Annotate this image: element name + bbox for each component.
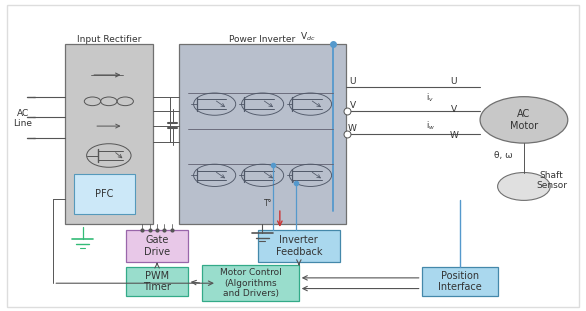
FancyBboxPatch shape bbox=[202, 265, 299, 301]
FancyBboxPatch shape bbox=[179, 44, 346, 224]
FancyBboxPatch shape bbox=[127, 267, 188, 296]
Text: PWM
Timer: PWM Timer bbox=[143, 271, 171, 292]
Text: W: W bbox=[348, 124, 357, 133]
Text: AC
Motor: AC Motor bbox=[510, 109, 538, 131]
Text: Power Inverter: Power Inverter bbox=[229, 35, 295, 44]
Text: i$_v$: i$_v$ bbox=[427, 92, 434, 104]
Text: W: W bbox=[449, 131, 458, 140]
FancyBboxPatch shape bbox=[65, 44, 153, 224]
FancyBboxPatch shape bbox=[258, 230, 340, 262]
Text: V$_{dc}$: V$_{dc}$ bbox=[300, 30, 315, 43]
Text: T°: T° bbox=[264, 199, 272, 208]
Text: V: V bbox=[451, 104, 457, 114]
Text: Inverter
Feedback: Inverter Feedback bbox=[275, 235, 322, 257]
Text: Shaft
Sensor: Shaft Sensor bbox=[536, 170, 567, 190]
Text: AC
Line: AC Line bbox=[13, 109, 32, 128]
Text: U: U bbox=[349, 77, 356, 86]
Text: θ, ω: θ, ω bbox=[494, 151, 513, 160]
FancyBboxPatch shape bbox=[421, 267, 498, 296]
Circle shape bbox=[498, 173, 550, 200]
Text: U: U bbox=[451, 77, 457, 86]
Circle shape bbox=[480, 97, 568, 143]
FancyBboxPatch shape bbox=[74, 174, 135, 214]
Text: Gate
Drive: Gate Drive bbox=[144, 235, 170, 257]
Text: PFC: PFC bbox=[96, 189, 114, 199]
Text: i$_w$: i$_w$ bbox=[426, 120, 435, 132]
FancyBboxPatch shape bbox=[6, 5, 580, 307]
FancyBboxPatch shape bbox=[127, 230, 188, 262]
Text: Input Rectifier: Input Rectifier bbox=[77, 35, 141, 44]
Text: Motor Control
(Algorithms
and Drivers): Motor Control (Algorithms and Drivers) bbox=[220, 268, 281, 298]
Text: V: V bbox=[350, 100, 356, 109]
Text: Position
Interface: Position Interface bbox=[438, 271, 482, 292]
